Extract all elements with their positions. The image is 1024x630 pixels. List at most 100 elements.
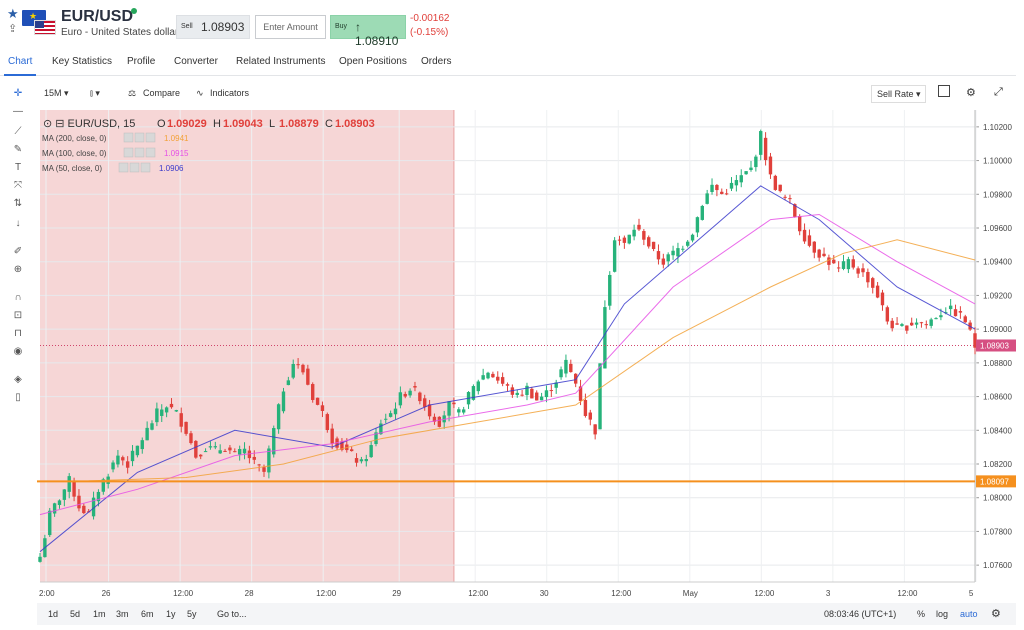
tab-orders[interactable]: Orders — [421, 56, 452, 67]
log-scale-toggle[interactable]: log — [936, 609, 949, 619]
candle-body — [164, 407, 169, 413]
arrow-down-icon[interactable]: ↓ — [15, 218, 21, 229]
candle-body — [919, 322, 924, 324]
tab-related-instruments[interactable]: Related Instruments — [236, 56, 326, 67]
line-tool-icon[interactable]: — — [13, 106, 23, 117]
chart-type-icon[interactable]: ⫾ ▾ — [90, 88, 100, 98]
candle-body — [432, 416, 437, 422]
goto-date-button[interactable]: Go to... — [217, 609, 247, 619]
tab-key-statistics[interactable]: Key Statistics — [52, 56, 113, 67]
candle-body — [802, 229, 807, 242]
candle-body — [437, 416, 442, 427]
candle-body — [160, 409, 164, 416]
fib-tool-icon[interactable]: ⟋ — [14, 126, 22, 137]
candle-body — [900, 324, 904, 326]
candle-body — [130, 450, 135, 462]
sell-button[interactable]: Sell 1.08903 — [176, 15, 250, 39]
percent-scale-toggle[interactable]: % — [917, 609, 926, 619]
ohlc-o-label: O — [157, 118, 166, 130]
price-chart[interactable]: 1.07600 1.07800 1.08000 1.08200 1.08400 1.086… — [37, 110, 1016, 603]
candle-body — [603, 307, 607, 369]
range-1d[interactable]: 1d — [48, 609, 59, 619]
candle-body — [573, 373, 578, 384]
x-tick-label: 28 — [245, 589, 254, 598]
indicators-button[interactable]: Indicators — [210, 88, 250, 98]
candle-body — [885, 307, 890, 322]
favorite-star-icon[interactable]: ★ — [7, 6, 19, 21]
tab-open-positions[interactable]: Open Positions — [339, 56, 407, 67]
candle-body — [135, 445, 140, 456]
pattern-tool-icon[interactable]: ⤧ — [14, 180, 22, 191]
candle-body — [393, 408, 398, 415]
range-1m[interactable]: 1m — [93, 609, 106, 619]
candle-body — [252, 456, 256, 460]
brush-tool-icon[interactable]: ✎ — [13, 144, 23, 155]
active-tab-indicator — [4, 74, 36, 76]
range-3m[interactable]: 3m — [116, 609, 129, 619]
ma-legend-value: 1.0941 — [164, 134, 189, 143]
candle-body — [364, 459, 368, 462]
candle-body — [836, 267, 841, 269]
order-line-tag — [976, 475, 1016, 488]
tab-bar: Chart Key Statistics Profile Converter R… — [0, 50, 1016, 76]
candle-body — [330, 428, 334, 444]
candle-body — [121, 457, 125, 461]
expand-icon[interactable]: ⤢ — [994, 86, 1003, 98]
auto-scale-toggle[interactable]: auto — [960, 609, 978, 619]
x-tick-label: 12:00 — [316, 589, 337, 598]
tab-profile[interactable]: Profile — [127, 56, 156, 67]
layers-icon[interactable]: ◈ — [14, 374, 22, 385]
share-icon[interactable]: ⇪ — [8, 23, 18, 35]
buy-button[interactable]: Buy ↑ 1.08910 — [330, 15, 406, 48]
candle-body — [593, 424, 597, 435]
candle-body — [871, 278, 875, 288]
zoom-icon[interactable]: ⊕ — [13, 264, 23, 275]
candle-body — [257, 464, 261, 466]
unlock-icon[interactable]: ⊓ — [14, 328, 22, 339]
ohlc-l-label: L — [269, 118, 275, 130]
amount-input[interactable]: Enter Amount — [255, 15, 326, 39]
interval-selector[interactable]: 15M ▾ — [44, 88, 69, 98]
ma100-line — [39, 213, 976, 516]
ma-legend-button — [145, 147, 156, 158]
range-6m[interactable]: 6m — [141, 609, 154, 619]
range-1y[interactable]: 1y — [166, 609, 176, 619]
trash-icon[interactable]: ▯ — [15, 392, 21, 403]
candle-body — [734, 180, 739, 186]
candle-body — [924, 324, 928, 326]
candle-body — [140, 440, 144, 450]
clock-readout: 08:03:46 (UTC+1) — [824, 609, 897, 619]
y-tick-label: 1.10000 — [983, 157, 1012, 166]
candle-body — [549, 390, 554, 392]
settings-gear-icon[interactable]: ⚙ — [966, 87, 976, 99]
range-5y[interactable]: 5y — [187, 609, 197, 619]
text-tool-icon[interactable]: T — [14, 162, 22, 173]
candle-body — [905, 325, 909, 331]
scale-settings-gear-icon[interactable]: ⚙ — [991, 608, 1001, 620]
candle-body — [520, 394, 524, 396]
magnet-icon[interactable]: ∩ — [14, 292, 22, 303]
candle-body — [875, 285, 880, 298]
candle-body — [866, 271, 870, 283]
tab-converter[interactable]: Converter — [174, 56, 218, 67]
ma-legend-button — [129, 162, 140, 173]
fullscreen-box-icon[interactable] — [938, 85, 950, 97]
tab-chart[interactable]: Chart — [8, 56, 33, 67]
compare-button[interactable]: Compare — [143, 88, 181, 98]
range-5d[interactable]: 5d — [70, 609, 81, 619]
candle-body — [861, 268, 865, 273]
ma200-line — [88, 239, 976, 482]
crosshair-icon[interactable]: ✛ — [13, 88, 23, 99]
measure-tool-icon[interactable]: ⇅ — [13, 198, 23, 209]
sell-rate-selector[interactable]: Sell Rate ▾ — [871, 85, 926, 103]
candle-body — [447, 401, 451, 416]
visibility-eye-icon[interactable]: ◉ — [13, 346, 23, 357]
lock-drawings-icon[interactable]: ⊡ — [13, 310, 23, 321]
candle-body — [788, 198, 792, 200]
candle-body — [72, 481, 76, 497]
instrument-header: ★ ⇪ EUR/USD Euro - United States dollar … — [0, 0, 1024, 48]
candle-body — [101, 479, 106, 492]
x-tick-label: 12:00 — [611, 589, 632, 598]
ruler-icon[interactable]: ✐ — [13, 246, 23, 257]
candle-body — [379, 423, 383, 435]
